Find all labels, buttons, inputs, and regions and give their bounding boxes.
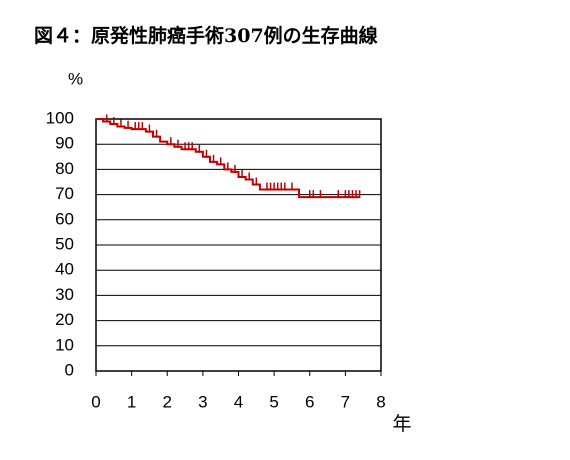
y-tick-label: 70 (55, 184, 74, 203)
y-tick-label: 30 (55, 285, 74, 304)
y-tick-label: 100 (46, 108, 74, 127)
y-tick-label: 10 (55, 335, 74, 354)
x-tick-label: 5 (269, 392, 278, 411)
x-tick-label: 1 (127, 392, 136, 411)
y-tick-label: 40 (55, 260, 74, 279)
survival-line (96, 118, 360, 199)
x-tick-label: 7 (341, 392, 350, 411)
chart-title: 図４：原発性肺癌手術307例の生存曲線 (34, 24, 378, 47)
y-tick-label: 80 (55, 159, 74, 178)
x-tick-label: 8 (376, 392, 385, 411)
y-tick-label: 60 (55, 209, 74, 228)
x-tick-label: 0 (91, 392, 100, 411)
y-tick-label: 0 (65, 360, 74, 379)
x-tick-label: 6 (305, 392, 314, 411)
y-tick-label: 90 (55, 134, 74, 153)
x-axis-label: 年 (392, 413, 411, 435)
x-tick-label: 3 (198, 392, 207, 411)
y-tick-label: 20 (55, 310, 74, 329)
y-tick-label: 50 (55, 234, 74, 253)
y-axis-label: % (68, 69, 83, 88)
x-tick-label: 4 (234, 392, 243, 411)
plot-frame (95, 118, 382, 372)
x-tick-label: 2 (163, 392, 172, 411)
